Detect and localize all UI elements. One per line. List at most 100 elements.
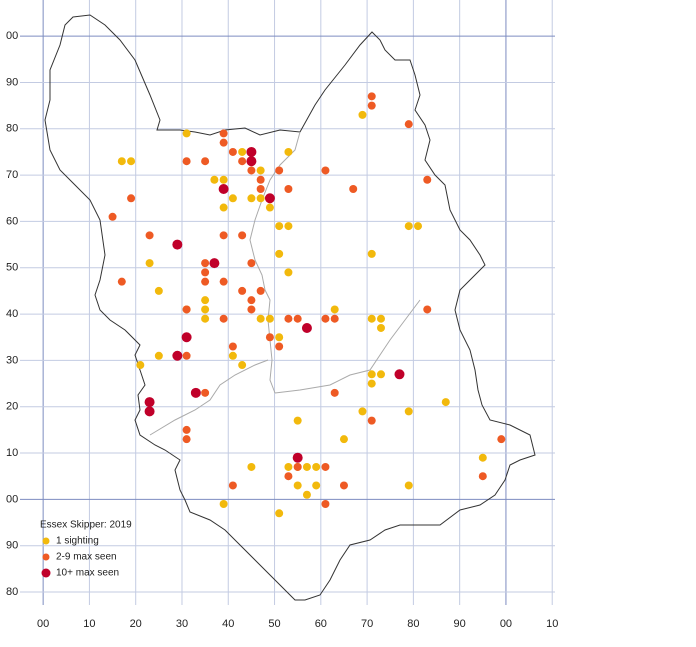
record-dot <box>284 147 293 156</box>
record-dot <box>358 407 367 416</box>
legend-label: 10+ max seen <box>56 568 119 579</box>
record-dot <box>293 314 302 323</box>
record-dot <box>441 398 450 407</box>
record-dot <box>219 129 228 138</box>
record-dot <box>144 397 155 408</box>
record-dot <box>394 369 405 380</box>
record-dot <box>201 268 210 277</box>
x-tick-label: 20 <box>130 618 142 630</box>
y-tick-label: 40 <box>6 308 18 320</box>
record-dot <box>127 157 136 166</box>
record-dot <box>339 435 348 444</box>
record-dot <box>321 462 330 471</box>
record-dot <box>423 305 432 314</box>
record-dot <box>265 314 274 323</box>
record-dot <box>497 435 506 444</box>
record-dot <box>247 305 256 314</box>
record-dot <box>219 231 228 240</box>
record-dot <box>478 453 487 462</box>
record-dot <box>275 342 284 351</box>
record-dot <box>367 314 376 323</box>
x-tick-label: 00 <box>37 618 49 630</box>
record-dot <box>275 333 284 342</box>
record-dot <box>219 500 228 509</box>
x-tick-label: 00 <box>500 618 512 630</box>
record-dot <box>284 462 293 471</box>
record-dot <box>302 490 311 499</box>
record-dot <box>367 249 376 258</box>
record-dot <box>247 259 256 268</box>
record-dot <box>182 129 191 138</box>
record-dot <box>228 481 237 490</box>
record-dot <box>219 138 228 147</box>
record-dot <box>256 185 265 194</box>
record-dot <box>367 92 376 101</box>
record-dot <box>376 323 385 332</box>
record-dot <box>376 314 385 323</box>
y-tick-label: 50 <box>6 262 18 274</box>
record-dot <box>301 322 312 333</box>
record-dot <box>201 305 210 314</box>
record-dot <box>404 222 413 231</box>
record-dot <box>228 351 237 360</box>
record-dot <box>108 212 117 221</box>
record-dot <box>284 268 293 277</box>
record-dot <box>182 351 191 360</box>
record-dot <box>330 388 339 397</box>
grid <box>20 0 555 605</box>
y-tick-label: 20 <box>6 401 18 413</box>
record-dot <box>284 185 293 194</box>
record-dot <box>275 166 284 175</box>
y-tick-label: 90 <box>6 76 18 88</box>
y-tick-label: 30 <box>6 354 18 366</box>
record-dot <box>190 387 201 398</box>
record-dot <box>145 259 154 268</box>
y-tick-label: 60 <box>6 215 18 227</box>
record-dot <box>256 286 265 295</box>
record-dot <box>228 342 237 351</box>
y-tick-label: 00 <box>6 493 18 505</box>
record-dot <box>292 452 303 463</box>
record-dot <box>172 239 183 250</box>
record-dot <box>256 194 265 203</box>
record-dot <box>238 231 247 240</box>
record-dot <box>154 351 163 360</box>
record-dot <box>201 388 210 397</box>
record-dot <box>293 416 302 425</box>
record-dot <box>201 314 210 323</box>
record-dot <box>201 296 210 305</box>
county-outline <box>44 14 536 601</box>
record-dot <box>302 462 311 471</box>
record-dot <box>312 481 321 490</box>
record-dot <box>238 157 247 166</box>
record-dot <box>478 472 487 481</box>
x-tick-label: 90 <box>454 618 466 630</box>
record-dot <box>182 305 191 314</box>
y-tick-label: 80 <box>6 123 18 135</box>
legend-swatch <box>41 568 51 578</box>
record-dot <box>127 194 136 203</box>
record-dot <box>330 305 339 314</box>
record-dot <box>136 361 145 370</box>
record-dot <box>264 193 275 204</box>
record-dot <box>275 509 284 518</box>
y-tick-label: 90 <box>6 540 18 552</box>
x-tick-label: 30 <box>176 618 188 630</box>
record-dot <box>423 175 432 184</box>
x-tick-label: 10 <box>546 618 558 630</box>
record-dot <box>293 462 302 471</box>
record-dot <box>247 194 256 203</box>
x-tick-label: 50 <box>268 618 280 630</box>
record-dot <box>238 361 247 370</box>
record-dot <box>144 406 155 417</box>
record-dot <box>367 370 376 379</box>
x-tick-label: 10 <box>83 618 95 630</box>
legend-swatch <box>42 553 50 561</box>
record-dot <box>367 101 376 110</box>
record-dot <box>219 175 228 184</box>
record-dot <box>284 314 293 323</box>
record-dot <box>256 314 265 323</box>
record-dot <box>238 147 247 156</box>
y-tick-label: 10 <box>6 447 18 459</box>
